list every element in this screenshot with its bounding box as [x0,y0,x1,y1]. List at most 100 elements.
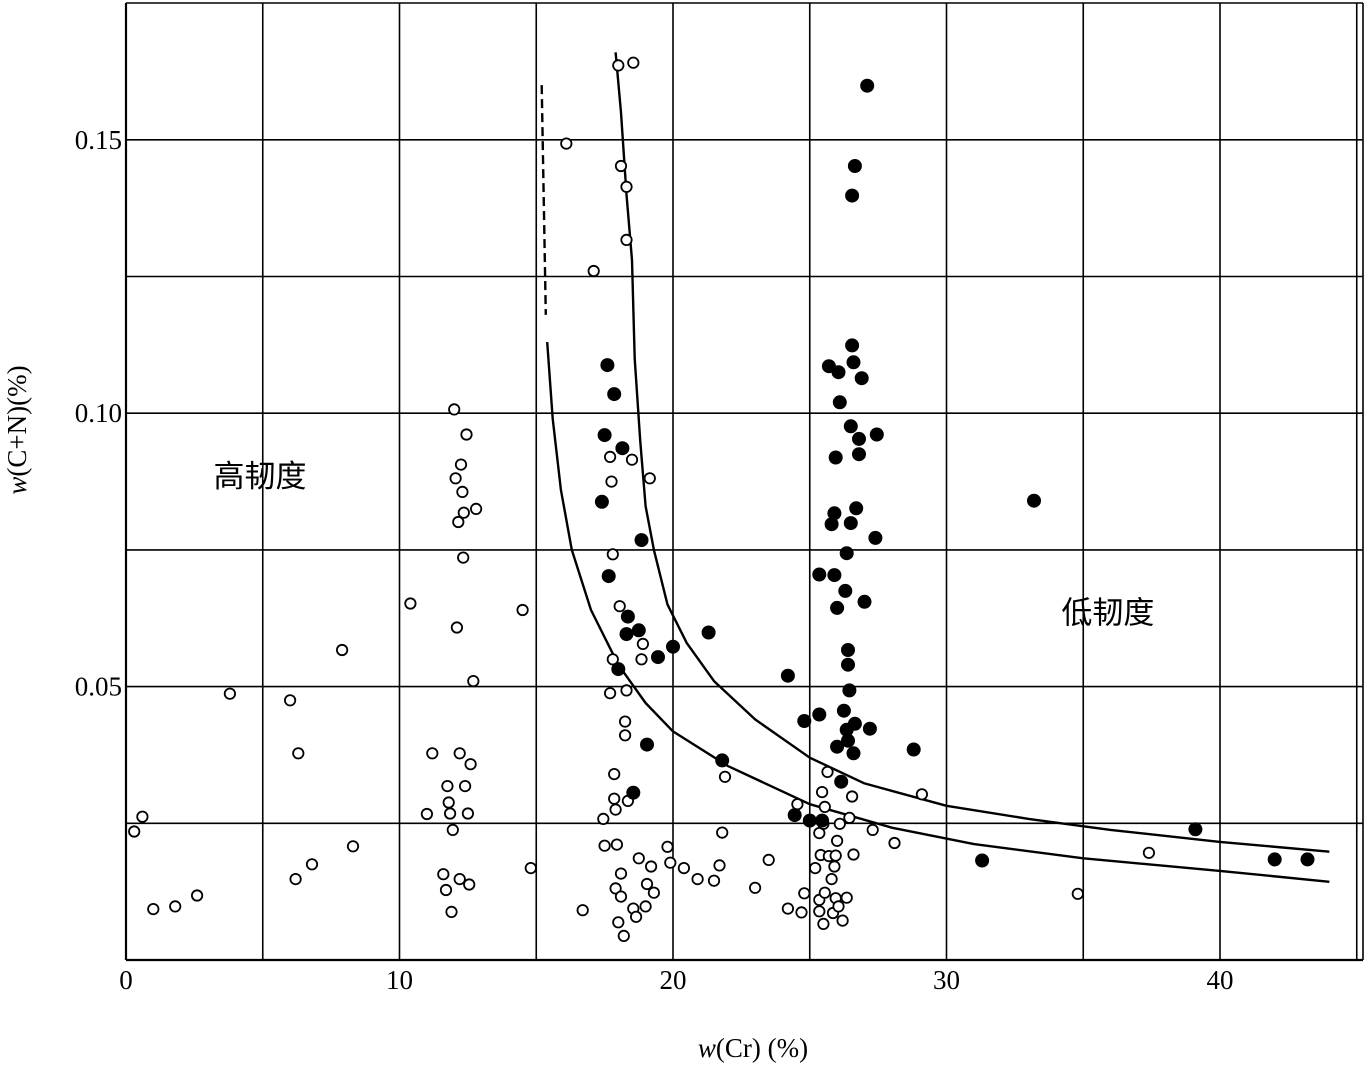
open-data-point [888,836,901,850]
open-data-point [617,929,630,943]
open-data-point [524,861,537,875]
open-data-point [627,56,640,69]
open-data-point [661,840,674,853]
open-data-point [452,515,465,529]
open-data-point [457,506,470,519]
open-data-point [437,868,450,881]
open-data-point [618,729,632,742]
filled-data-point [597,428,612,443]
open-data-point [560,137,573,150]
open-data-point [762,853,775,867]
x-tick-label: 0 [119,965,133,995]
filled-data-point [830,600,845,615]
filled-data-point [1267,852,1282,867]
open-data-point [707,874,721,887]
open-data-point [609,803,622,816]
open-data-point [691,872,704,886]
filled-data-point [802,813,817,828]
filled-data-point [1188,822,1203,837]
open-data-point [647,886,661,899]
filled-data-point [615,441,630,456]
filled-data-point [812,567,827,582]
filled-data-point [827,568,842,583]
open-data-point [614,890,628,903]
open-data-point [445,905,458,919]
filled-data-point [869,427,884,442]
filled-data-point [831,365,846,380]
filled-data-point [847,158,862,173]
open-data-point [609,882,622,895]
open-data-point [610,838,624,851]
open-data-point [632,852,645,865]
filled-data-point [845,188,860,203]
filled-data-point [857,594,872,609]
filled-data-point [797,714,812,729]
open-data-point [847,848,860,861]
region-label: 高韧度 [214,459,307,495]
y-tick-label: 0.15 [75,125,122,155]
filled-data-point [640,737,655,752]
open-data-point [605,475,618,488]
open-data-point [305,858,319,871]
open-data-point [620,684,633,697]
open-data-point [639,900,652,913]
boundary-curve-3 [614,52,1330,853]
open-data-point [748,881,762,894]
open-data-point [713,859,726,872]
open-data-point [836,914,849,927]
filled-data-point [846,746,861,761]
x-tick-label: 30 [933,965,960,995]
open-data-point [456,485,469,498]
y-tick-label: 0.10 [75,398,122,428]
filled-data-point [715,753,730,768]
open-data-point [677,861,691,875]
filled-data-point [847,716,862,731]
filled-data-point [836,703,851,718]
open-data-point [136,810,149,823]
open-data-point [442,796,455,809]
open-data-point [608,767,621,781]
filled-data-point [780,668,795,683]
open-data-point [644,860,658,873]
open-data-point [818,800,831,814]
x-tick-label: 20 [660,965,687,995]
open-data-point [457,551,470,564]
open-data-point [618,715,632,728]
open-data-point [603,450,617,463]
filled-data-point [1300,852,1315,867]
filled-data-point [1027,493,1042,508]
open-data-point [1142,846,1156,859]
filled-data-point [868,530,883,545]
open-data-point [640,877,654,891]
open-data-point [781,902,795,915]
open-data-point [612,59,625,72]
open-data-point [448,403,461,416]
open-data-point [829,849,842,862]
open-data-point [614,159,628,173]
open-data-point [643,472,656,485]
open-data-point [603,687,617,700]
filled-data-point [860,78,875,93]
filled-data-point [843,516,858,531]
open-data-point [791,798,804,811]
filled-data-point [651,650,666,665]
open-data-point [404,597,417,610]
open-data-point [821,765,834,779]
open-data-point [664,856,677,869]
open-data-point [420,807,433,821]
open-data-point [453,872,466,886]
open-data-point [866,823,879,837]
tick-labels: 0 10 20 30 40 0.05 0.10 0.15 [75,125,1234,995]
filled-data-point [841,657,856,672]
open-data-point [809,861,822,875]
open-data-point [597,812,610,826]
open-data-point [620,180,633,193]
y-tick-label: 0.05 [75,672,122,702]
x-axis-label: w(Cr) (%) [698,1033,808,1063]
open-data-point [620,233,633,246]
open-data-point [614,867,628,880]
open-data-point [606,548,619,561]
open-data-point [223,687,236,700]
filled-data-point [701,625,716,640]
